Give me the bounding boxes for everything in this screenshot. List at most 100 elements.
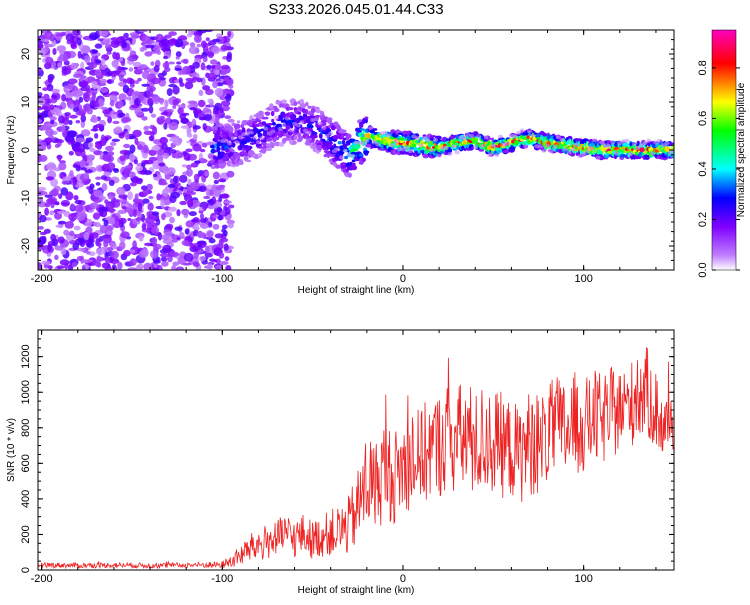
spectrogram-noise-cell: [150, 113, 157, 118]
spectrogram-noise-cell: [156, 218, 161, 226]
spectrogram-noise-cell: [135, 177, 143, 185]
spectrogram-noise-cell: [208, 40, 217, 46]
spectrogram-noise-cell: [86, 250, 91, 255]
spectrogram-noise-cell: [94, 143, 102, 149]
spectrogram-signal-cell: [335, 164, 342, 169]
spectrogram-noise-cell: [134, 137, 139, 146]
spectrogram-halo-cell: [537, 144, 543, 149]
spectrogram-noise-cell: [123, 143, 131, 149]
spectrogram-noise-cell: [172, 261, 180, 267]
spectrogram-noise-cell: [75, 137, 85, 143]
colorbar-gradient: [711, 29, 737, 271]
spectrogram-noise-cell: [133, 69, 143, 75]
spectrogram-noise-cell: [118, 132, 125, 139]
spectrogram-noise-cell: [193, 34, 202, 43]
spectrogram-noise-cell: [68, 120, 73, 125]
spectrogram-noise-cell: [68, 151, 74, 156]
spectrogram-noise-cell: [205, 88, 214, 96]
spectrogram-noise-cell: [183, 252, 194, 262]
spectrogram-halo-cell: [342, 148, 348, 153]
spectrogram-noise-cell: [153, 65, 160, 73]
spectrogram-signal-cell: [282, 129, 288, 133]
spectrogram-noise-cell: [65, 33, 75, 42]
spectrogram-noise-cell: [74, 233, 84, 239]
spectrogram-halo-cell: [494, 153, 500, 157]
spectrogram-noise-cell: [213, 259, 218, 263]
spectrogram-halo-cell: [534, 144, 540, 149]
spectrogram-noise-cell: [129, 182, 137, 187]
spectrogram-halo-cell: [324, 133, 330, 138]
snr-series-line: [38, 347, 674, 570]
spectrogram-noise-cell: [159, 136, 168, 145]
spectrogram-noise-cell: [212, 110, 219, 115]
spectrogram-noise-cell: [158, 182, 168, 186]
spectrogram-noise-cell: [80, 167, 87, 171]
spectrogram-signal-cell: [264, 116, 269, 120]
spectrogram-signal-cell: [210, 148, 217, 154]
spectrogram-noise-cell: [167, 183, 176, 188]
spectrogram-noise-cell: [143, 170, 152, 175]
spectrogram-noise-cell: [165, 223, 174, 230]
spectrogram-noise-cell: [113, 111, 119, 115]
spectrogram-noise-cell: [104, 199, 109, 205]
spectrogram-noise-cell: [58, 115, 65, 124]
spectrogram-signal-cell: [265, 147, 273, 152]
spectrogram-noise-cell: [172, 99, 179, 106]
spectrogram-noise-cell: [45, 176, 55, 181]
spectrogram-noise-cell: [174, 226, 183, 231]
spectrogram-halo-cell: [599, 140, 605, 145]
spectrogram-noise-cell: [204, 171, 210, 177]
spectrogram-noise-cell: [132, 209, 138, 218]
spectrogram-noise-cell: [226, 54, 232, 63]
spectrogram-noise-cell: [215, 258, 221, 264]
spectrogram-halo-cell: [364, 138, 370, 143]
spectrogram-signal-cell: [219, 151, 225, 157]
spectrogram-noise-cell: [95, 248, 106, 255]
spectrogram-noise-cell: [92, 222, 98, 226]
spectrogram-halo-cell: [512, 134, 518, 139]
spectrogram-noise-cell: [47, 196, 57, 204]
spectrogram-noise-cell: [189, 243, 195, 248]
spectrogram-signal-cell: [218, 133, 223, 136]
spectrogram-noise-cell: [188, 30, 193, 36]
x-tick-label: -100: [211, 573, 233, 585]
spectrogram-noise-cell: [139, 64, 148, 69]
spectrogram-noise-cell: [132, 240, 137, 250]
spectrogram-noise-cell: [45, 56, 54, 64]
spectrogram-halo-cell: [443, 145, 449, 150]
spectrogram-noise-cell: [199, 148, 206, 153]
spectrogram-signal-cell: [241, 119, 249, 126]
spectrogram-noise-cell: [153, 243, 162, 250]
spectrogram-noise-cell: [141, 83, 150, 87]
spectrogram-signal-cell: [325, 128, 332, 133]
spectrogram-noise-cell: [54, 254, 59, 260]
spectrogram-signal-cell: [267, 122, 273, 126]
spectrogram-noise-cell: [159, 253, 170, 258]
spectrogram-signal-cell: [422, 153, 429, 159]
spectrogram-noise-cell: [59, 259, 70, 266]
chart-title: S233.2026.045.01.44.C33: [268, 1, 443, 18]
spectrogram-halo-cell: [527, 129, 532, 134]
spectrogram-noise-cell: [203, 114, 212, 121]
spectrogram-noise-cell: [100, 87, 109, 93]
spectrogram-noise-cell: [46, 162, 57, 171]
spectrogram-halo-cell: [541, 148, 547, 153]
spectrogram-noise-cell: [192, 61, 201, 69]
spectrogram-noise-cell: [109, 114, 119, 119]
spectrogram-noise-cell: [157, 72, 165, 79]
spectrogram-noise-cell: [103, 240, 109, 248]
snr-x-label: Height of straight line (km): [298, 585, 415, 596]
spectrogram-noise-cell: [64, 221, 75, 229]
spectrogram-halo-cell: [328, 131, 334, 136]
spectrogram-noise-cell: [162, 62, 170, 69]
spectrogram-signal-cell: [361, 157, 366, 162]
spectrogram-noise-cell: [44, 30, 53, 40]
spectrogram-noise-cell: [67, 78, 78, 84]
spectrogram-noise-cell: [130, 104, 140, 109]
spectrogram-noise-cell: [177, 267, 183, 270]
spectrogram-noise-cell: [55, 108, 62, 117]
spectrogram-noise-cell: [220, 44, 228, 51]
spectrogram-noise-cell: [111, 60, 119, 68]
y-tick-label: 200: [20, 525, 32, 543]
spectrogram-noise-cell: [176, 61, 182, 65]
